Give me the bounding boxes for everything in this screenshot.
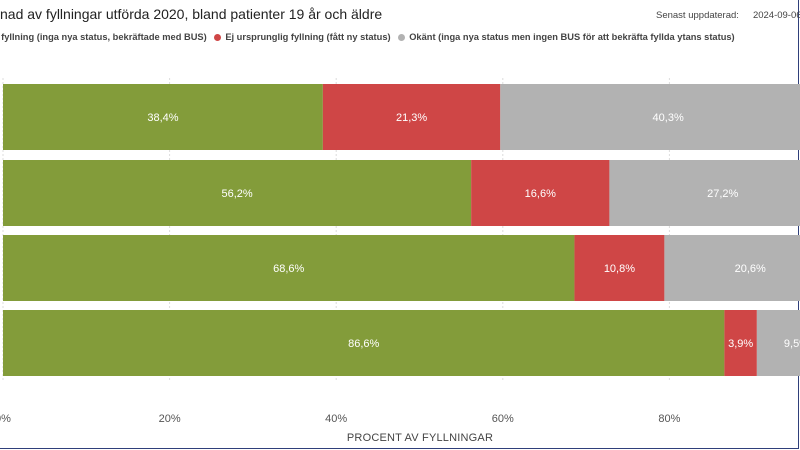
x-axis-title: PROCENT AV FYLLNINGAR (347, 432, 493, 444)
data-label: 9,5% (784, 338, 800, 350)
data-label: 27,2% (707, 188, 738, 200)
data-label: 21,3% (396, 112, 427, 124)
bar-segment[interactable] (471, 160, 610, 226)
bar-segment[interactable] (664, 235, 800, 301)
data-label: 38,4% (147, 112, 178, 124)
legend-label: Okänt (inga nya status men ingen BUS för… (409, 32, 735, 42)
data-label: 3,9% (728, 338, 753, 350)
data-label: 86,6% (348, 338, 379, 350)
data-label: 68,6% (273, 263, 304, 275)
x-tick-label: 0% (0, 413, 11, 425)
data-label: 40,3% (653, 112, 684, 124)
bar-segment[interactable] (574, 235, 665, 301)
chart-title: nad av fyllningar utförda 2020, bland pa… (0, 6, 383, 22)
x-tick-label: 20% (159, 413, 181, 425)
legend-item-original[interactable]: glig fyllning (inga nya status, bekräfta… (0, 32, 207, 42)
data-label: 56,2% (221, 188, 252, 200)
legend-dot-icon (398, 33, 406, 41)
bar-segment[interactable] (3, 235, 575, 301)
bar-segment[interactable] (3, 84, 323, 150)
bar-segment[interactable] (724, 310, 757, 376)
x-tick-label: 80% (658, 413, 680, 425)
legend-item-unknown[interactable]: Okänt (inga nya status men ingen BUS för… (398, 32, 735, 42)
bar-segment[interactable] (756, 310, 800, 376)
bar-segment[interactable] (500, 84, 800, 150)
legend: glig fyllning (inga nya status, bekräfta… (0, 32, 740, 43)
bar-segment[interactable] (3, 310, 725, 376)
bar-segment[interactable] (322, 84, 501, 150)
data-label: 10,8% (604, 263, 635, 275)
x-tick-label: 40% (325, 413, 347, 425)
data-label: 16,6% (525, 188, 556, 200)
legend-dot-icon (214, 33, 222, 41)
x-tick-label: 60% (492, 413, 514, 425)
legend-label: Ej ursprunglig fyllning (fått ny status) (225, 32, 391, 42)
last-updated-date: 2024-09-06 (752, 10, 800, 21)
last-updated: Senast uppdaterad: 2024-09-06 (656, 10, 800, 21)
legend-label: glig fyllning (inga nya status, bekräfta… (0, 32, 207, 42)
bar-segment[interactable] (3, 160, 472, 226)
bar-segment[interactable] (609, 160, 800, 226)
legend-item-not-original[interactable]: Ej ursprunglig fyllning (fått ny status) (214, 32, 391, 42)
last-updated-label: Senast uppdaterad: (656, 10, 739, 21)
data-label: 20,6% (735, 263, 766, 275)
